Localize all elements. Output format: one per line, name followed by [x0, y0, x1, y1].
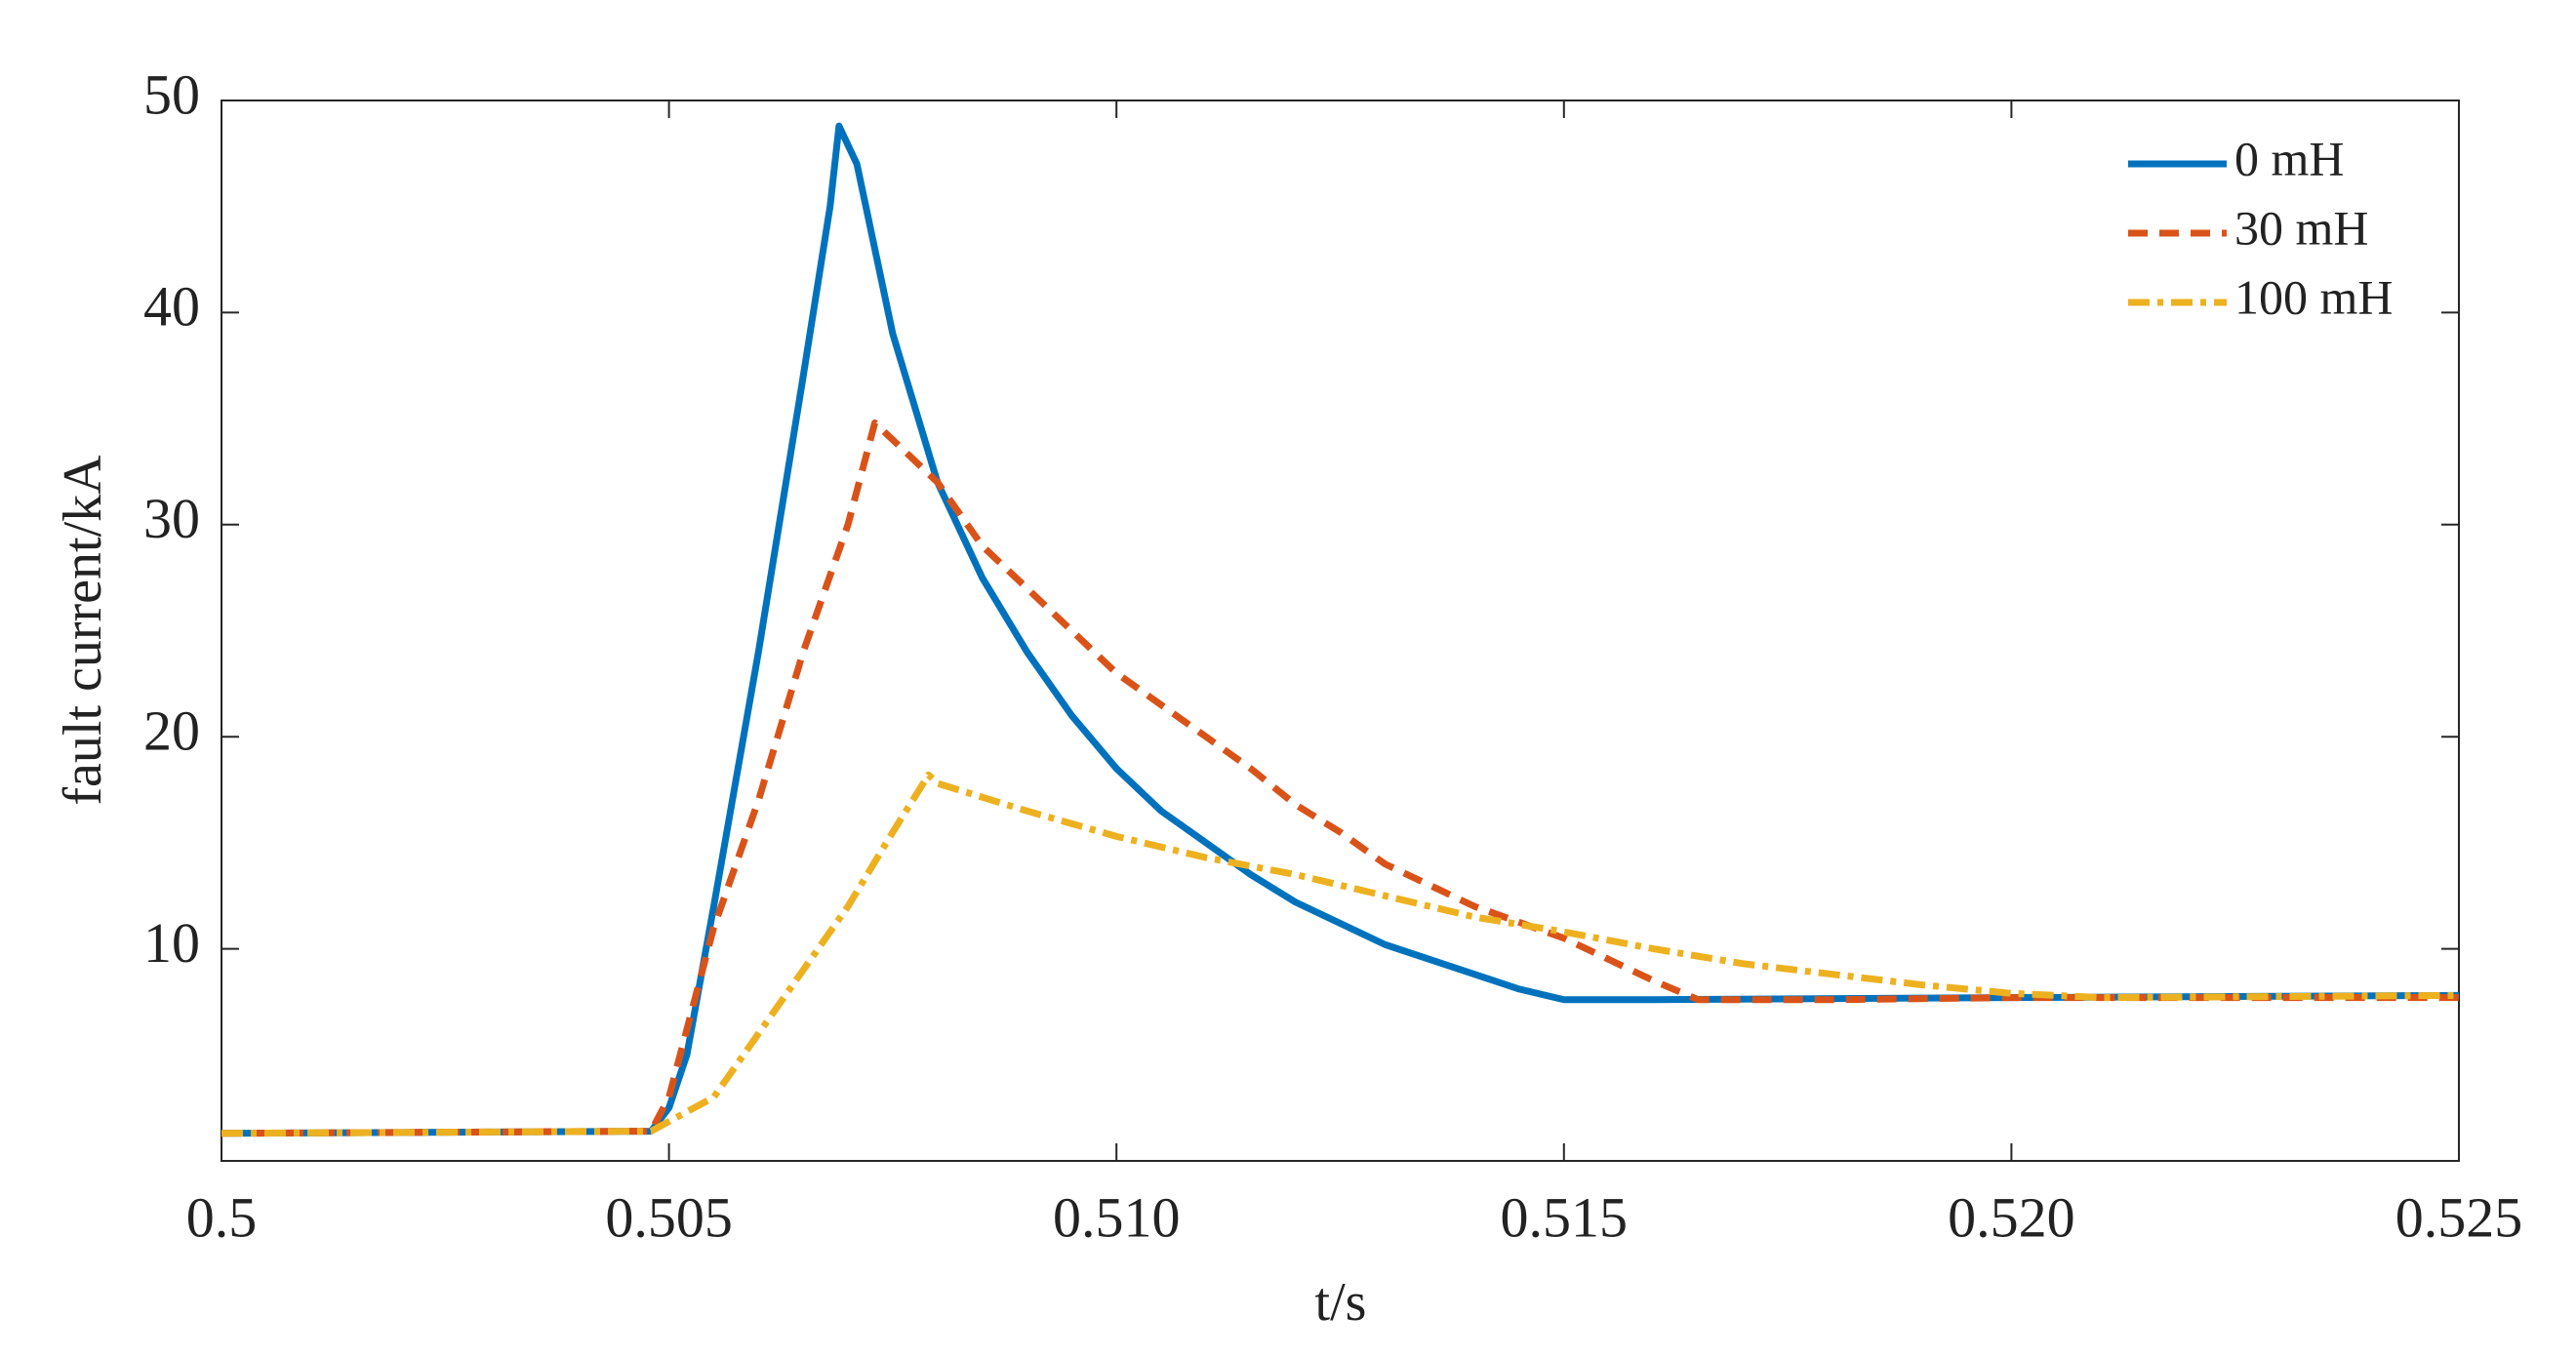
x-tick-label: 0.515	[1501, 1185, 1629, 1249]
x-tick-label: 0.510	[1053, 1185, 1181, 1249]
legend-label: 30 mH	[2234, 200, 2369, 255]
series-line	[221, 122, 2460, 1137]
y-tick-label: 50	[143, 62, 200, 126]
series-line	[221, 419, 2459, 1137]
y-tick-label: 40	[143, 275, 200, 339]
legend-label: 100 mH	[2234, 269, 2394, 324]
x-tick-label: 0.505	[605, 1185, 733, 1249]
y-tick-label: 20	[143, 699, 200, 763]
y-tick-label: 30	[143, 487, 200, 550]
legend-label: 0 mH	[2234, 131, 2345, 185]
y-axis-label: fault current/kA	[53, 455, 113, 806]
y-tick-label: 10	[143, 911, 200, 975]
x-tick-label: 0.525	[2395, 1185, 2523, 1249]
x-tick-label: 0.5	[186, 1185, 258, 1249]
x-tick-label: 0.520	[1948, 1185, 2075, 1249]
plot-frame	[221, 100, 2460, 1162]
series-line	[221, 771, 2460, 1137]
x-axis-label: t/s	[1315, 1272, 1367, 1333]
